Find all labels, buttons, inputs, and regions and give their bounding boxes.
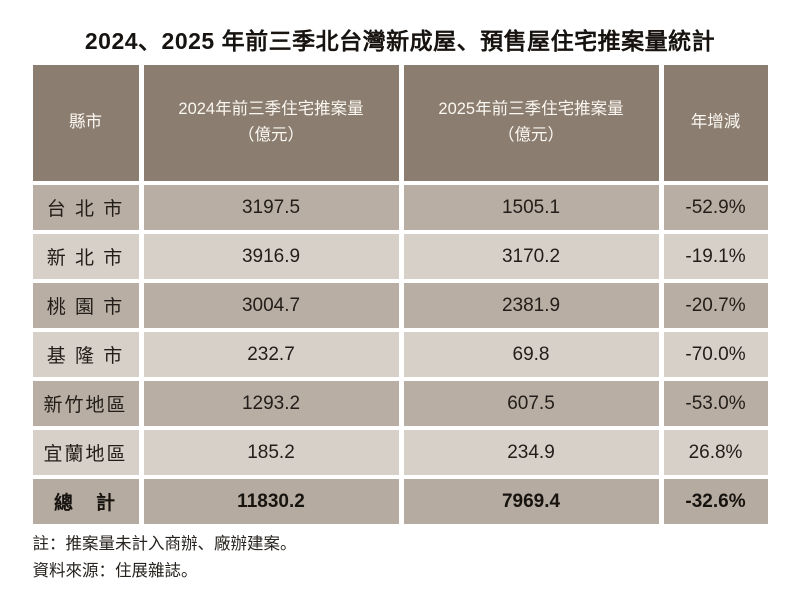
column-header-region-line1: 縣市 [69, 113, 102, 132]
yoy-cell: -19.1% [663, 234, 768, 279]
yoy-cell: -52.9% [663, 185, 768, 230]
table-row: 宜蘭地區 185.2 234.9 26.8% [32, 430, 768, 475]
column-header-2024: 2024年前三季住宅推案量 （億元） [143, 65, 399, 181]
region-cell: 基 隆 市 [32, 332, 139, 377]
table-row: 桃 園 市 3004.7 2381.9 -20.7% [32, 283, 768, 328]
yoy-cell: -20.7% [663, 283, 768, 328]
value-2024-cell: 11830.2 [143, 479, 399, 524]
page-title: 2024、2025 年前三季北台灣新成屋、預售屋住宅推案量統計 [84, 28, 716, 54]
column-header-region: 縣市 [32, 65, 139, 181]
table-row: 基 隆 市 232.7 69.8 -70.0% [32, 332, 768, 377]
value-2025-cell: 1505.1 [403, 185, 659, 230]
value-2025-cell: 2381.9 [403, 283, 659, 328]
yoy-cell: -53.0% [663, 381, 768, 426]
column-header-2024-line2: （億元） [238, 126, 304, 144]
region-cell: 台 北 市 [32, 185, 139, 230]
value-2024-cell: 185.2 [143, 430, 399, 475]
yoy-cell: -32.6% [663, 479, 768, 524]
table-row: 總 計 11830.2 7969.4 -32.6% [32, 479, 768, 524]
value-2024-cell: 232.7 [143, 332, 399, 377]
table-row: 新 北 市 3916.9 3170.2 -19.1% [32, 234, 768, 279]
region-cell: 宜蘭地區 [32, 430, 139, 475]
yoy-cell: 26.8% [663, 430, 768, 475]
source-note: 資料來源：住展雜誌。 [32, 562, 198, 581]
region-cell: 總 計 [32, 479, 139, 524]
column-header-2025: 2025年前三季住宅推案量 （億元） [403, 65, 659, 181]
table-body: 台 北 市 3197.5 1505.1 -52.9% 新 北 市 3916.9 … [32, 185, 768, 524]
column-header-yoy: 年增減 [663, 65, 768, 181]
value-2024-cell: 1293.2 [143, 381, 399, 426]
value-2024-cell: 3916.9 [143, 234, 399, 279]
value-2025-cell: 69.8 [403, 332, 659, 377]
yoy-cell: -70.0% [663, 332, 768, 377]
table-header-row: 縣市 2024年前三季住宅推案量 （億元） 2025年前三季住宅推案量 （億元） 年… [32, 65, 768, 181]
column-header-2025-line1: 2025年前三季住宅推案量 [438, 100, 624, 119]
value-2025-cell: 7969.4 [403, 479, 659, 524]
column-header-yoy-line1: 年增減 [690, 113, 741, 132]
column-header-2024-line1: 2024年前三季住宅推案量 [178, 100, 364, 119]
region-cell: 桃 園 市 [32, 283, 139, 328]
table-row: 新竹地區 1293.2 607.5 -53.0% [32, 381, 768, 426]
value-2025-cell: 3170.2 [403, 234, 659, 279]
value-2025-cell: 607.5 [403, 381, 659, 426]
region-cell: 新竹地區 [32, 381, 139, 426]
value-2024-cell: 3004.7 [143, 283, 399, 328]
housing-stats-table: 縣市 2024年前三季住宅推案量 （億元） 2025年前三季住宅推案量 （億元） 年… [32, 65, 768, 524]
table-notes: 註：推案量未計入商辦、廠辦建案。 資料來源：住展雜誌。 [33, 531, 768, 585]
value-2024-cell: 3197.5 [143, 185, 399, 230]
region-cell: 新 北 市 [32, 234, 139, 279]
column-header-2025-line2: （億元） [498, 126, 564, 144]
footnote: 註：推案量未計入商辦、廠辦建案。 [32, 535, 297, 553]
value-2025-cell: 234.9 [403, 430, 659, 475]
table-row: 台 北 市 3197.5 1505.1 -52.9% [32, 185, 768, 230]
